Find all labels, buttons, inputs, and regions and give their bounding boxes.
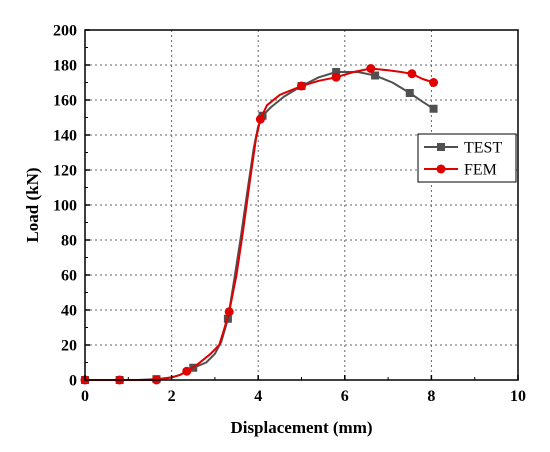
test-data-point [405, 89, 414, 97]
legend: TEST FEM [417, 133, 517, 183]
y-tick-label: 80 [61, 233, 77, 250]
y-tick-label: 100 [53, 198, 77, 215]
y-tick-label: 20 [61, 338, 77, 355]
x-tick-label: 0 [81, 388, 89, 405]
fem-data-point [255, 114, 265, 124]
y-tick-label: 180 [53, 58, 77, 75]
legend-square-marker [437, 143, 445, 151]
y-tick-label: 0 [69, 373, 77, 390]
y-tick-label: 160 [53, 93, 77, 110]
legend-circle-marker [436, 164, 446, 174]
fem-data-point [429, 78, 439, 87]
x-tick-label: 6 [341, 388, 349, 405]
y-tick-label: 200 [53, 23, 77, 40]
y-axis-title: Load (kN) [23, 167, 42, 242]
y-tick-label: 40 [61, 303, 77, 320]
legend-box [417, 133, 517, 183]
fem-data-point [182, 366, 192, 376]
fem-series [80, 64, 439, 385]
legend-label: FEM [464, 162, 497, 179]
series-layer [80, 64, 439, 385]
y-tick-label: 140 [53, 128, 77, 145]
x-axis-title: Displacement (mm) [230, 418, 372, 437]
fem-data-point [224, 307, 234, 317]
legend-item-test: TEST [424, 140, 502, 157]
x-tick-label: 2 [168, 388, 176, 405]
legend-label: TEST [464, 140, 502, 157]
fem-data-point [297, 81, 306, 91]
y-tick-label: 60 [61, 268, 77, 285]
x-tick-label: 10 [510, 388, 526, 405]
fem-data-point [331, 72, 341, 82]
x-tick-label: 4 [254, 388, 262, 405]
grid [85, 30, 518, 380]
test-data-point [429, 104, 438, 113]
test-data-point [332, 68, 341, 76]
y-tick-label: 120 [53, 163, 77, 180]
legend-item-fem: FEM [424, 162, 497, 179]
test-data-point [371, 71, 380, 80]
fem-data-point [366, 64, 376, 73]
x-tick-label: 8 [427, 388, 435, 405]
fem-data-point [407, 69, 417, 79]
